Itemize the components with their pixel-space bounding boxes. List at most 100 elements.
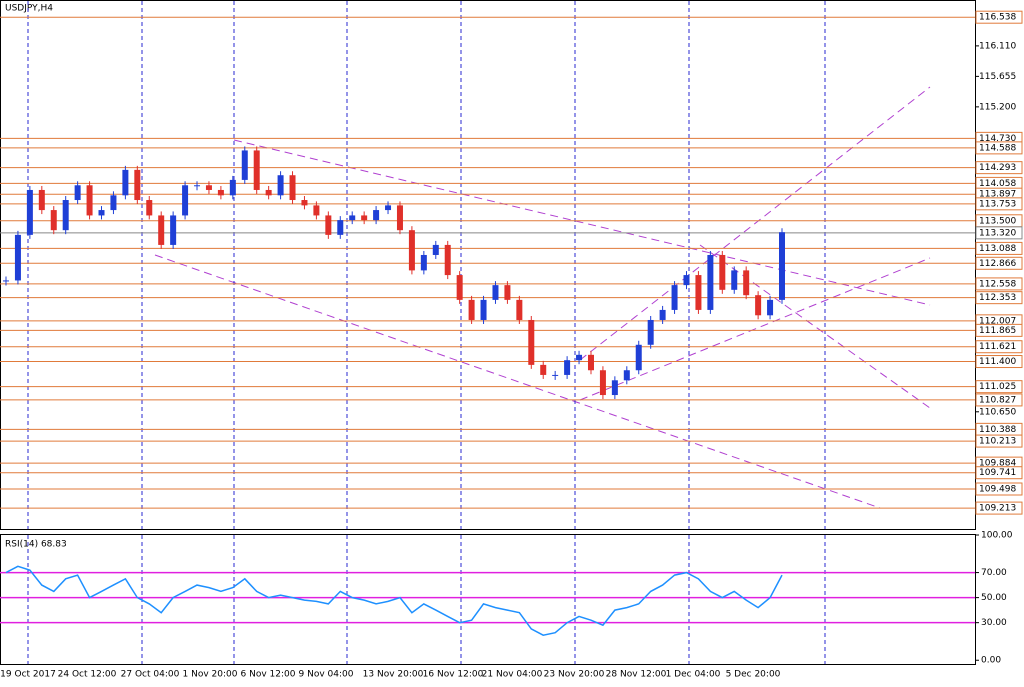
candle	[86, 185, 93, 216]
candle	[373, 210, 380, 221]
candle	[158, 215, 165, 245]
level-label-box	[975, 256, 1023, 270]
candle	[420, 254, 427, 271]
candle	[146, 200, 153, 216]
candle	[277, 175, 284, 196]
candle	[599, 370, 606, 396]
level-label: 113.897	[979, 190, 1016, 200]
candle	[528, 319, 535, 365]
y-tick-label: 30.00	[981, 618, 1007, 628]
candle	[755, 295, 762, 316]
y-tick-label: 115.200	[979, 102, 1016, 112]
candle	[241, 150, 248, 180]
level-label: 111.865	[979, 326, 1016, 336]
rsi-pane	[0, 534, 976, 665]
level-label: 114.730	[979, 134, 1016, 144]
x-tick-label: 6 Nov 12:00	[241, 670, 296, 680]
x-tick-label: 13 Nov 20:00	[363, 670, 424, 680]
candle	[564, 360, 571, 375]
y-tick-label: 116.110	[979, 41, 1016, 51]
y-tick-label: 100.00	[981, 531, 1013, 541]
level-label: 109.884	[979, 459, 1016, 469]
level-label: 114.588	[979, 143, 1016, 153]
candle	[623, 370, 630, 381]
y-tick-label: 115.655	[979, 72, 1016, 82]
candle	[205, 185, 212, 190]
candle	[289, 175, 296, 201]
level-label-box	[975, 10, 1023, 24]
candle	[683, 275, 690, 286]
rsi-title: RSI(14) 68.83	[5, 540, 67, 550]
level-label: 112.558	[979, 279, 1016, 289]
level-label: 110.388	[979, 425, 1016, 435]
x-tick-label: 9 Nov 04:00	[299, 670, 354, 680]
level-label: 111.621	[979, 342, 1016, 352]
candle	[217, 189, 224, 196]
candle	[767, 299, 774, 316]
chart-title: USDJPY,H4	[5, 4, 53, 14]
candle	[385, 205, 392, 211]
y-tick-label: 50.00	[981, 593, 1007, 603]
candle	[468, 299, 475, 320]
candle	[170, 215, 177, 245]
candle	[337, 220, 344, 235]
current-price-box	[975, 226, 1023, 240]
candle	[396, 205, 403, 231]
level-label-box	[975, 393, 1023, 407]
candle	[122, 169, 129, 196]
x-tick-label: 1 Dec 04:00	[666, 670, 721, 680]
x-tick-label: 23 Nov 20:00	[544, 670, 605, 680]
candle	[516, 299, 523, 320]
candle	[349, 215, 356, 221]
level-label-box	[975, 482, 1023, 496]
candle	[611, 380, 618, 396]
level-label: 111.025	[979, 382, 1016, 392]
level-label-box	[975, 434, 1023, 448]
rsi-line	[5, 565, 783, 636]
candle	[432, 244, 439, 255]
level-label-box	[975, 197, 1023, 211]
level-label: 114.058	[979, 179, 1016, 189]
x-tick-label: 16 Nov 12:00	[423, 670, 484, 680]
candle	[325, 215, 332, 235]
candle	[695, 275, 702, 310]
candle	[671, 285, 678, 310]
level-label: 113.500	[979, 216, 1016, 226]
level-label-box	[975, 141, 1023, 155]
y-tick-label: 110.650	[979, 407, 1016, 417]
candle	[504, 285, 511, 300]
candle	[62, 200, 69, 231]
level-label: 116.538	[979, 13, 1016, 23]
level-label-box	[975, 323, 1023, 337]
candle	[456, 275, 463, 300]
candle	[719, 254, 726, 290]
candle	[480, 299, 487, 320]
level-label: 113.753	[979, 199, 1016, 209]
candle	[253, 150, 260, 190]
candle	[38, 189, 45, 211]
candle	[444, 244, 451, 276]
candle	[659, 309, 666, 320]
level-label-box	[975, 355, 1023, 369]
x-tick-label: 24 Oct 12:00	[58, 670, 117, 680]
level-label: 110.827	[979, 395, 1016, 405]
candle	[492, 285, 499, 300]
x-tick-label: 21 Nov 04:00	[482, 670, 543, 680]
candle	[587, 354, 594, 371]
candle	[361, 215, 368, 221]
level-label: 114.293	[979, 163, 1016, 173]
candle	[74, 185, 81, 201]
candle	[731, 270, 738, 290]
level-label: 113.088	[979, 244, 1016, 254]
x-tick-label: 28 Nov 12:00	[606, 670, 667, 680]
trend-lines	[154, 86, 931, 509]
candle	[14, 234, 21, 281]
level-label-box	[975, 241, 1023, 255]
candle	[26, 189, 33, 235]
level-label-box	[975, 380, 1023, 394]
level-label-box	[975, 340, 1023, 354]
candle	[647, 319, 654, 345]
level-label-box	[975, 291, 1023, 305]
candle	[182, 185, 189, 216]
